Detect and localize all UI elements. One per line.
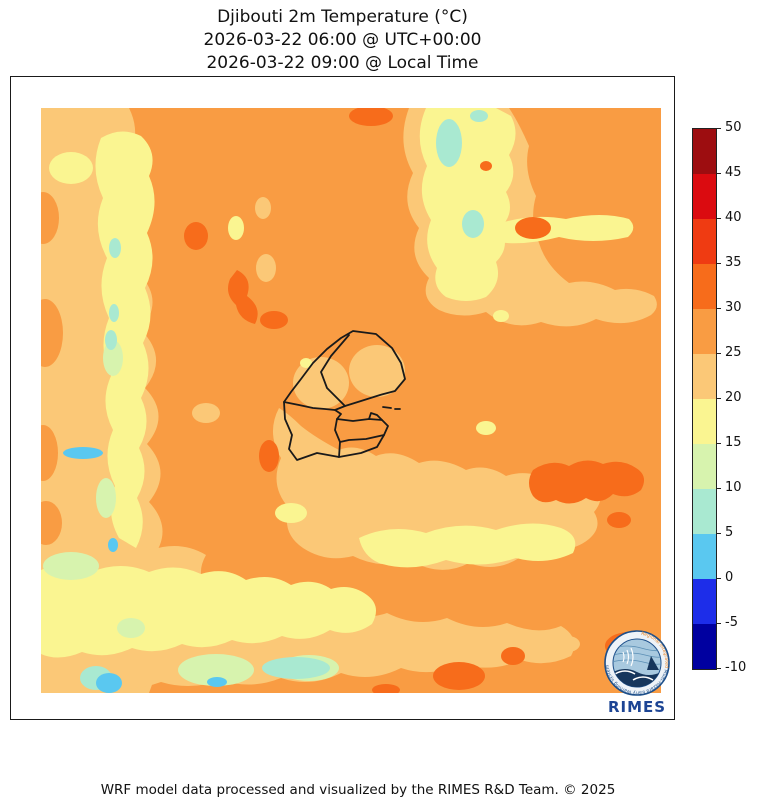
colorbar-tick-label: 30	[725, 300, 742, 316]
colorbar-tick	[716, 173, 721, 174]
colorbar-segment-45-50	[693, 129, 716, 174]
colorbar-tick-label: 0	[725, 570, 734, 586]
coast-islet-1	[382, 406, 392, 409]
colorbar-tick-label: 20	[725, 390, 742, 406]
colorbar-tick-label: 35	[725, 255, 742, 271]
contour-regions-25-30	[41, 192, 63, 545]
colorbar	[692, 128, 717, 670]
rimes-emblem: Regional Integrated Multi-Hazard Early W…	[604, 630, 670, 696]
colorbar-tick-label: 50	[725, 120, 742, 136]
colorbar-tick	[716, 218, 721, 219]
rimes-logo: Regional Integrated Multi-Hazard Early W…	[597, 628, 677, 720]
logo-sail	[647, 656, 659, 670]
title-line-2: 2026-03-22 06:00 @ UTC+00:00	[203, 30, 482, 50]
map-frame: Regional Integrated Multi-Hazard Early W…	[10, 76, 675, 720]
colorbar-tick-label: 10	[725, 480, 742, 496]
contour-regions-30-35	[184, 108, 653, 693]
colorbar-tick-label: 45	[725, 165, 742, 181]
colorbar-segment-40-45	[693, 174, 716, 219]
colorbar-tick-label: -10	[725, 660, 747, 676]
figure-title: Djibouti 2m Temperature (°C) 2026-03-22 …	[10, 6, 675, 75]
country-boundary	[283, 330, 406, 461]
colorbar-segment-20-25	[693, 354, 716, 399]
admin-border-5	[368, 412, 383, 421]
colorbar-segment-0-5	[693, 534, 716, 579]
colorbar-tick	[716, 443, 721, 444]
colorbar-tick	[716, 353, 721, 354]
colorbar-segment-5-10	[693, 489, 716, 534]
title-line-1: Djibouti 2m Temperature (°C)	[217, 7, 468, 27]
colorbar-tick-label: 15	[725, 435, 742, 451]
colorbar-segment-35-40	[693, 219, 716, 264]
admin-border-4	[339, 434, 385, 443]
colorbar-segment-15-20	[693, 399, 716, 444]
colorbar-ticks: 50 45 40 35 30 25 20 15 10 5 0 -5 -10	[716, 120, 760, 675]
colorbar-tick-label: 25	[725, 345, 742, 361]
temperature-map	[41, 108, 661, 693]
admin-border-1	[320, 334, 350, 407]
logo-antenna-icon	[622, 647, 634, 667]
logo-label: RIMES	[607, 698, 667, 716]
colorbar-tick	[716, 128, 721, 129]
colorbar-segment--5-0	[693, 579, 716, 624]
colorbar-tick	[716, 578, 721, 579]
admin-border-3	[334, 418, 341, 458]
contour-regions-5-10	[80, 110, 488, 690]
colorbar-segment-25-30	[693, 309, 716, 354]
colorbar-tick	[716, 668, 721, 669]
colorbar-tick	[716, 263, 721, 264]
colorbar-tick	[716, 623, 721, 624]
colorbar-tick	[716, 533, 721, 534]
colorbar-tick-label: -5	[725, 615, 738, 631]
colorbar-tick	[716, 488, 721, 489]
colorbar-tick-label: 40	[725, 210, 742, 226]
djibouti-outline	[283, 330, 406, 461]
contour-regions-0-5	[63, 447, 227, 693]
colorbar-tick	[716, 398, 721, 399]
title-line-3: 2026-03-22 09:00 @ Local Time	[206, 53, 479, 73]
footer-credit: WRF model data processed and visualized …	[100, 782, 616, 798]
colorbar-tick	[716, 308, 721, 309]
colorbar-segment-10-15	[693, 444, 716, 489]
colorbar-segment--10--5	[693, 624, 716, 669]
colorbar-tick-label: 5	[725, 525, 734, 541]
admin-border-2	[283, 401, 336, 411]
colorbar-segment-30-35	[693, 264, 716, 309]
